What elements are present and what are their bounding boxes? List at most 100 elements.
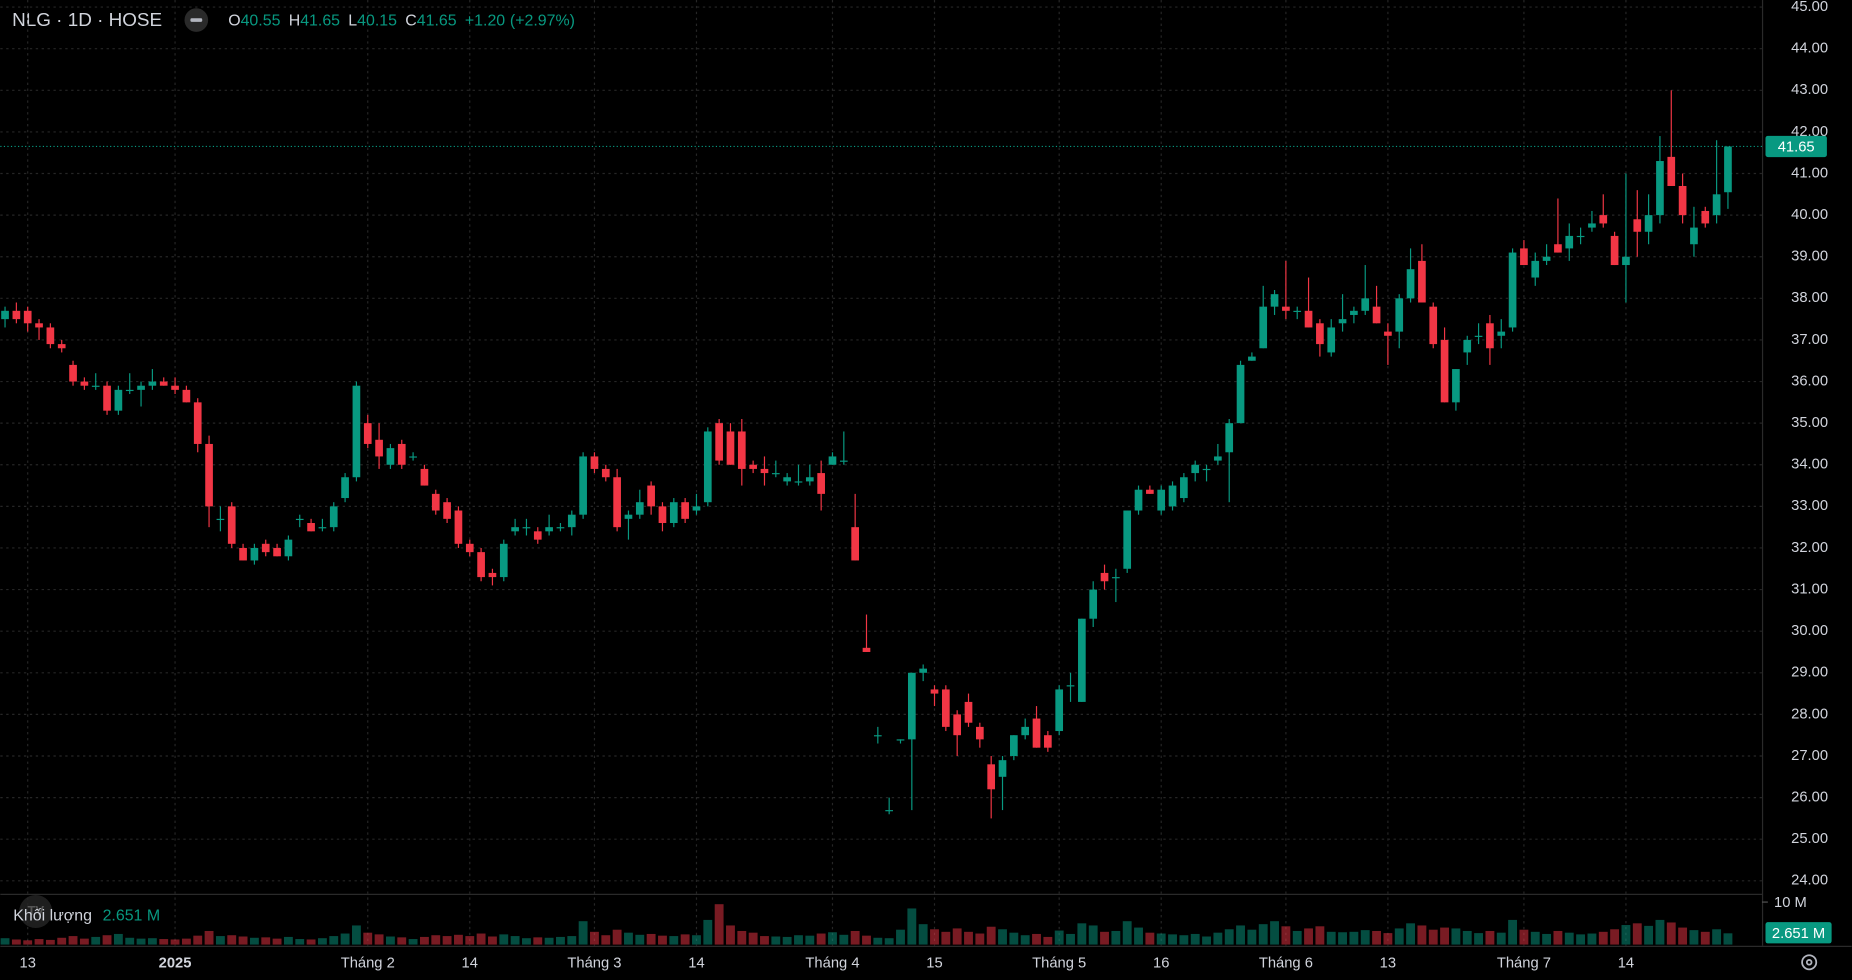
candle-body bbox=[307, 523, 315, 532]
last-volume-box bbox=[1765, 922, 1832, 944]
candle-body bbox=[556, 527, 565, 529]
volume-bar bbox=[556, 936, 565, 945]
candle-body bbox=[420, 468, 429, 486]
volume-bar bbox=[147, 938, 157, 945]
volume-bar bbox=[1723, 933, 1733, 945]
volume-bar bbox=[896, 929, 905, 945]
volume-bar bbox=[1576, 934, 1586, 945]
volume-bar bbox=[113, 933, 123, 945]
candle-body bbox=[919, 668, 928, 673]
candle-body bbox=[1, 310, 9, 320]
candle-body bbox=[1225, 423, 1234, 453]
candle-body bbox=[1078, 618, 1086, 702]
candle-body bbox=[1010, 735, 1018, 756]
volume-bar bbox=[726, 925, 735, 945]
y-tick-label: 37.00 bbox=[1791, 332, 1828, 348]
candle-body bbox=[1418, 260, 1426, 303]
volume-bar bbox=[1349, 931, 1359, 945]
last-price-label: 41.65 bbox=[1778, 140, 1815, 156]
y-tick-label: 34.00 bbox=[1791, 457, 1828, 473]
x-tick-label: 14 bbox=[1618, 955, 1634, 971]
candle-body bbox=[1554, 244, 1562, 253]
candle-body bbox=[1667, 156, 1676, 186]
volume-bar bbox=[1020, 935, 1030, 945]
candle-body bbox=[1112, 577, 1120, 579]
legend-label: H bbox=[289, 12, 301, 29]
y-tick-label: 31.00 bbox=[1791, 581, 1828, 597]
volume-bar bbox=[1134, 927, 1143, 945]
candle-body bbox=[681, 502, 689, 519]
volume-bar bbox=[850, 930, 860, 945]
volume-bar bbox=[488, 936, 497, 945]
svg-text:TV: TV bbox=[27, 903, 44, 918]
x-tick-label: 14 bbox=[688, 955, 704, 971]
candle-body bbox=[987, 764, 996, 790]
candle-body bbox=[692, 506, 701, 511]
candle-body bbox=[1202, 468, 1211, 471]
candle-body bbox=[1214, 456, 1222, 461]
candle-body bbox=[1599, 215, 1608, 224]
volume-bar bbox=[1032, 933, 1041, 945]
candle-body bbox=[930, 689, 939, 694]
candle-body bbox=[1531, 260, 1540, 278]
candle-body bbox=[1452, 369, 1460, 403]
candle-body bbox=[1236, 364, 1245, 424]
settings-icon[interactable] bbox=[1801, 954, 1818, 971]
candle-body bbox=[964, 701, 973, 723]
volume-bar bbox=[578, 921, 588, 945]
candle-body bbox=[69, 364, 77, 382]
legend-value: 41.65 bbox=[300, 12, 340, 29]
volume-bar bbox=[1530, 931, 1540, 945]
volume-bar bbox=[215, 936, 225, 945]
volume-bar bbox=[646, 933, 656, 945]
candle-body bbox=[601, 468, 610, 478]
volume-bar bbox=[1156, 933, 1166, 945]
volume-bars bbox=[0, 904, 1733, 945]
candle-body bbox=[1021, 726, 1030, 736]
volume-bar bbox=[1077, 923, 1087, 945]
volume-bar bbox=[329, 936, 339, 945]
candle-body bbox=[522, 527, 531, 529]
collapse-button[interactable] bbox=[184, 8, 209, 32]
volume-bar bbox=[816, 933, 826, 945]
volume-bar bbox=[884, 938, 894, 945]
volume-bar bbox=[1179, 935, 1189, 945]
candle-body bbox=[1123, 510, 1132, 569]
candle-body bbox=[341, 477, 349, 499]
legend-label: C bbox=[405, 12, 417, 29]
x-tick-label: 13 bbox=[19, 955, 35, 971]
volume-bar bbox=[340, 933, 350, 945]
volume-bar bbox=[760, 936, 769, 945]
volume-bar bbox=[1145, 932, 1155, 945]
volume-bar bbox=[1043, 936, 1053, 945]
volume-bar bbox=[1247, 929, 1257, 945]
candle-body bbox=[760, 468, 769, 474]
candle-body bbox=[1316, 323, 1324, 345]
candle-body bbox=[1565, 235, 1574, 249]
volume-bar bbox=[1564, 932, 1574, 945]
volume-bar bbox=[1009, 932, 1019, 945]
candle-body bbox=[1678, 185, 1687, 216]
y-tick-label: 33.00 bbox=[1791, 498, 1828, 514]
candle-body bbox=[159, 381, 168, 386]
volume-bar bbox=[1440, 927, 1450, 945]
candle-body bbox=[1066, 685, 1075, 687]
volume-bar bbox=[533, 937, 543, 945]
volume-bar bbox=[57, 937, 67, 945]
candle-body bbox=[1712, 194, 1721, 216]
candle-body bbox=[477, 552, 485, 578]
candle-body bbox=[1134, 489, 1143, 511]
candle-body bbox=[46, 327, 55, 345]
volume-bar bbox=[522, 938, 531, 945]
x-tick-label: Tháng 2 bbox=[341, 955, 395, 971]
candle-body bbox=[567, 514, 576, 528]
candle-body bbox=[431, 493, 440, 511]
volume-bar bbox=[408, 939, 418, 945]
volume-bar bbox=[952, 928, 962, 945]
volume-bar bbox=[998, 929, 1007, 945]
candle-body bbox=[227, 506, 236, 544]
x-tick-label: 15 bbox=[926, 955, 942, 971]
legend-value: 40.55 bbox=[241, 12, 281, 29]
candle-body bbox=[148, 381, 157, 386]
